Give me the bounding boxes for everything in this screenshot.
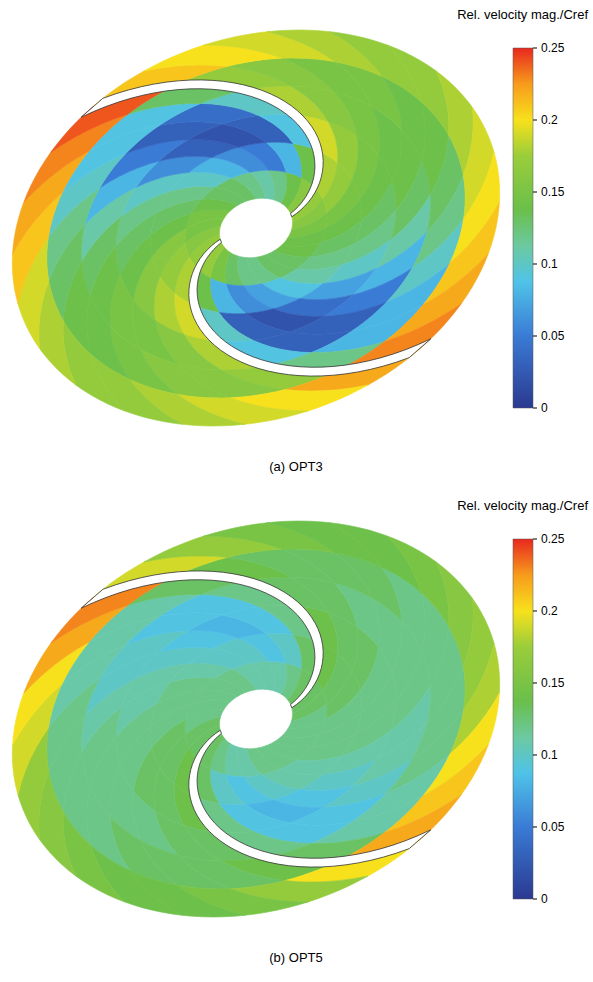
svg-text:0: 0 [541, 892, 548, 906]
svg-text:0.15: 0.15 [541, 185, 565, 199]
svg-text:(b) OPT5: (b) OPT5 [269, 950, 322, 965]
svg-text:0.2: 0.2 [541, 113, 558, 127]
svg-text:0.1: 0.1 [541, 748, 558, 762]
svg-text:0.05: 0.05 [541, 820, 565, 834]
svg-text:0.15: 0.15 [541, 676, 565, 690]
svg-text:0.05: 0.05 [541, 329, 565, 343]
svg-text:0.1: 0.1 [541, 257, 558, 271]
svg-text:0.25: 0.25 [541, 532, 565, 546]
svg-text:Rel. velocity mag./Cref: Rel. velocity mag./Cref [457, 498, 588, 513]
svg-text:0: 0 [541, 401, 548, 415]
svg-text:(a) OPT3: (a) OPT3 [269, 459, 322, 474]
svg-text:0.25: 0.25 [541, 41, 565, 55]
svg-text:Rel. velocity mag./Cref: Rel. velocity mag./Cref [457, 7, 588, 22]
svg-text:0.2: 0.2 [541, 604, 558, 618]
